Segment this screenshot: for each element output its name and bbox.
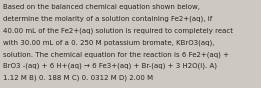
Text: Based on the balanced chemical equation shown below,: Based on the balanced chemical equation … <box>3 4 200 10</box>
Text: 40.00 mL of the Fe2+(aq) solution is required to completely react: 40.00 mL of the Fe2+(aq) solution is req… <box>3 27 233 34</box>
Text: solution. The chemical equation for the reaction is 6 Fe2+(aq) +: solution. The chemical equation for the … <box>3 51 229 58</box>
Text: with 30.00 mL of a 0. 250 M potassium bromate, KBrO3(aq),: with 30.00 mL of a 0. 250 M potassium br… <box>3 39 215 46</box>
Text: 1.12 M B) 0. 188 M C) 0. 0312 M D) 2.00 M: 1.12 M B) 0. 188 M C) 0. 0312 M D) 2.00 … <box>3 75 153 81</box>
Text: determine the molarity of a solution containing Fe2+(aq), if: determine the molarity of a solution con… <box>3 15 212 22</box>
Text: BrO3 -(aq) + 6 H+(aq) → 6 Fe3+(aq) + Br-(aq) + 3 H2O(l). A): BrO3 -(aq) + 6 H+(aq) → 6 Fe3+(aq) + Br-… <box>3 63 217 69</box>
